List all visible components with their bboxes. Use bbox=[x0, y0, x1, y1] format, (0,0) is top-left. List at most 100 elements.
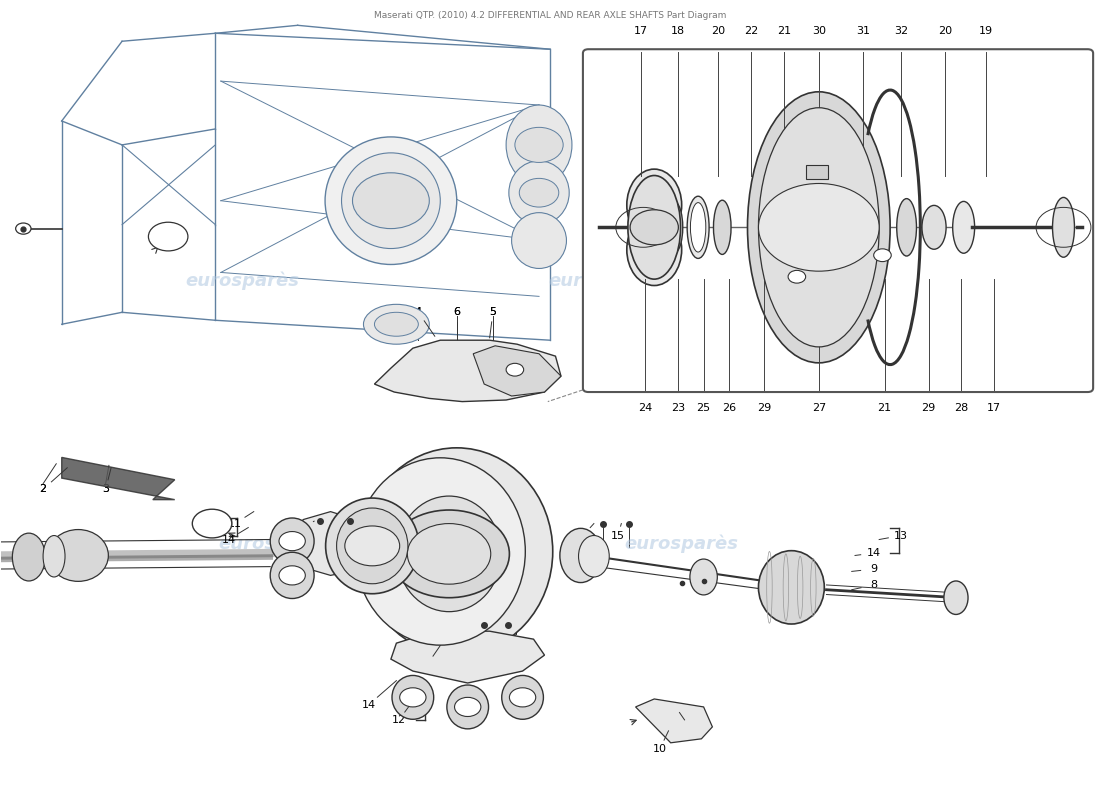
Text: 14: 14 bbox=[867, 548, 881, 558]
Ellipse shape bbox=[632, 195, 654, 259]
Text: 20: 20 bbox=[938, 26, 953, 36]
Text: 16: 16 bbox=[576, 530, 590, 541]
Text: 14: 14 bbox=[362, 699, 376, 710]
Ellipse shape bbox=[392, 675, 433, 719]
Ellipse shape bbox=[666, 202, 683, 254]
Circle shape bbox=[399, 688, 426, 707]
Ellipse shape bbox=[271, 518, 315, 564]
Bar bbox=[805, 165, 827, 179]
Text: 17: 17 bbox=[634, 26, 648, 36]
Ellipse shape bbox=[627, 169, 682, 241]
Ellipse shape bbox=[447, 685, 488, 729]
Text: 6: 6 bbox=[453, 307, 460, 318]
Circle shape bbox=[759, 183, 879, 271]
Polygon shape bbox=[293, 512, 368, 575]
Text: 14: 14 bbox=[221, 534, 235, 545]
Text: 2: 2 bbox=[40, 484, 46, 494]
Polygon shape bbox=[473, 346, 561, 396]
Text: 21: 21 bbox=[878, 403, 892, 413]
Text: 29: 29 bbox=[757, 403, 771, 413]
Circle shape bbox=[279, 531, 306, 550]
Ellipse shape bbox=[690, 559, 717, 595]
Ellipse shape bbox=[326, 498, 419, 594]
Text: 12: 12 bbox=[392, 715, 406, 726]
Ellipse shape bbox=[43, 535, 65, 577]
Text: eurosparès: eurosparès bbox=[186, 271, 300, 290]
Ellipse shape bbox=[341, 153, 440, 249]
Text: 16: 16 bbox=[329, 522, 343, 533]
Text: eurosparès: eurosparès bbox=[625, 534, 739, 553]
Ellipse shape bbox=[953, 202, 975, 254]
Circle shape bbox=[788, 270, 805, 283]
Ellipse shape bbox=[48, 530, 109, 582]
Ellipse shape bbox=[944, 581, 968, 614]
Text: 27: 27 bbox=[812, 403, 826, 413]
Ellipse shape bbox=[363, 304, 429, 344]
Polygon shape bbox=[390, 631, 544, 683]
Circle shape bbox=[192, 510, 232, 538]
Ellipse shape bbox=[326, 137, 456, 265]
Circle shape bbox=[506, 363, 524, 376]
Circle shape bbox=[454, 698, 481, 717]
Text: 19: 19 bbox=[979, 26, 992, 36]
Circle shape bbox=[407, 523, 491, 584]
Text: 32: 32 bbox=[894, 26, 909, 36]
Text: 20: 20 bbox=[711, 26, 725, 36]
Ellipse shape bbox=[355, 458, 526, 645]
Text: 7: 7 bbox=[686, 723, 694, 734]
Text: 15: 15 bbox=[610, 530, 625, 541]
Ellipse shape bbox=[748, 92, 890, 363]
Circle shape bbox=[630, 210, 679, 245]
Ellipse shape bbox=[374, 312, 418, 336]
Ellipse shape bbox=[271, 552, 315, 598]
Text: 2: 2 bbox=[40, 484, 46, 494]
Circle shape bbox=[515, 127, 563, 162]
Ellipse shape bbox=[512, 213, 566, 269]
Text: 6: 6 bbox=[453, 307, 460, 318]
Ellipse shape bbox=[691, 202, 706, 252]
Text: 24: 24 bbox=[638, 403, 652, 413]
Polygon shape bbox=[636, 699, 713, 743]
Circle shape bbox=[873, 249, 891, 262]
Text: Maserati QTP. (2010) 4.2 DIFFERENTIAL AND REAR AXLE SHAFTS Part Diagram: Maserati QTP. (2010) 4.2 DIFFERENTIAL AN… bbox=[374, 11, 726, 20]
Circle shape bbox=[344, 526, 399, 566]
Text: 17: 17 bbox=[988, 403, 1001, 413]
Ellipse shape bbox=[506, 105, 572, 185]
Ellipse shape bbox=[628, 175, 681, 279]
Ellipse shape bbox=[509, 161, 569, 225]
Text: 5: 5 bbox=[490, 307, 496, 318]
Text: 16: 16 bbox=[469, 628, 483, 638]
Circle shape bbox=[388, 510, 509, 598]
Ellipse shape bbox=[714, 200, 732, 254]
Text: eurosparès: eurosparès bbox=[219, 534, 332, 553]
Ellipse shape bbox=[560, 528, 602, 582]
Text: 9: 9 bbox=[870, 564, 877, 574]
Text: 31: 31 bbox=[856, 26, 870, 36]
Text: 26: 26 bbox=[722, 403, 736, 413]
Circle shape bbox=[148, 222, 188, 251]
Text: 5: 5 bbox=[490, 307, 496, 318]
Circle shape bbox=[15, 223, 31, 234]
Text: A: A bbox=[165, 231, 172, 242]
Ellipse shape bbox=[688, 196, 710, 258]
Text: 1: 1 bbox=[424, 660, 430, 670]
Text: A: A bbox=[209, 518, 216, 529]
Circle shape bbox=[279, 566, 306, 585]
Text: 22: 22 bbox=[744, 26, 758, 36]
Ellipse shape bbox=[922, 206, 946, 250]
Text: 8: 8 bbox=[870, 580, 877, 590]
Ellipse shape bbox=[896, 198, 916, 256]
Ellipse shape bbox=[627, 214, 682, 286]
Text: 28: 28 bbox=[955, 403, 969, 413]
FancyBboxPatch shape bbox=[583, 50, 1093, 392]
Ellipse shape bbox=[759, 550, 824, 624]
Ellipse shape bbox=[337, 508, 408, 584]
Ellipse shape bbox=[12, 533, 45, 581]
Ellipse shape bbox=[759, 108, 879, 347]
Text: 11: 11 bbox=[228, 518, 242, 529]
Text: 3: 3 bbox=[102, 484, 109, 494]
Text: 23: 23 bbox=[671, 403, 685, 413]
Ellipse shape bbox=[1053, 198, 1075, 258]
Text: 21: 21 bbox=[777, 26, 791, 36]
Text: 10: 10 bbox=[652, 744, 667, 754]
